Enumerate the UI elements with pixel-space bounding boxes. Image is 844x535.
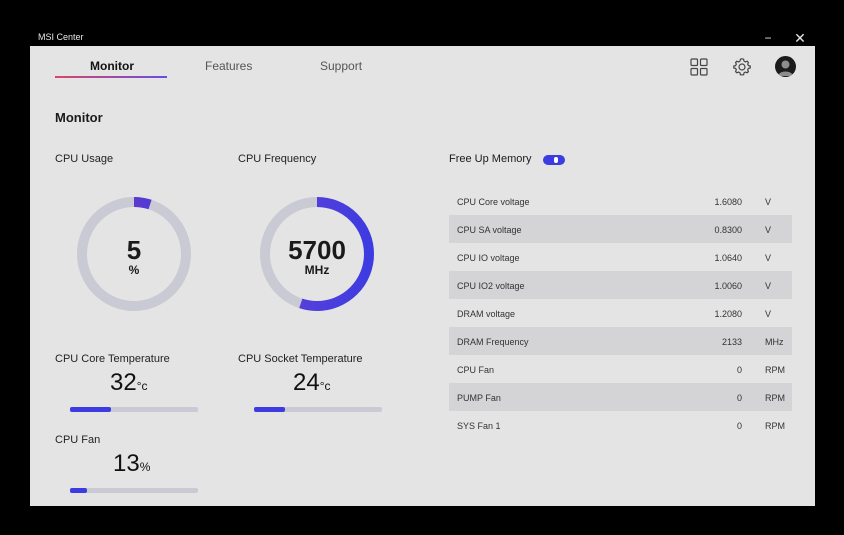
sensor-value: 0 xyxy=(736,393,742,403)
sensor-value: 1.2080 xyxy=(714,309,742,319)
cpu-fan-value: 13% xyxy=(113,450,150,478)
sensor-name: CPU Core voltage xyxy=(457,197,530,207)
sensor-value: 0 xyxy=(736,365,742,375)
cpu-core-temp-number: 32 xyxy=(110,369,137,396)
sensor-value: 1.6080 xyxy=(714,197,742,207)
cpu-frequency-value: 5700 xyxy=(288,235,346,265)
sensor-unit: RPM xyxy=(765,393,785,403)
table-row: PUMP Fan 0 RPM xyxy=(449,383,792,411)
page-title: Monitor xyxy=(55,110,103,125)
sensor-value: 1.0060 xyxy=(714,281,742,291)
sensor-unit: V xyxy=(765,281,772,291)
sensor-name: DRAM Frequency xyxy=(457,337,529,347)
table-row: CPU IO voltage 1.0640 V xyxy=(449,243,792,271)
sensor-table: CPU Core voltage 1.6080 V CPU SA voltage 0.8… xyxy=(449,187,792,439)
cpu-usage-unit: % xyxy=(128,263,140,277)
cpu-frequency-unit: MHz xyxy=(304,263,330,277)
sensor-name: CPU SA voltage xyxy=(457,225,522,235)
app-title: MSI Center xyxy=(38,32,84,42)
sensor-unit: V xyxy=(765,253,772,263)
cpu-core-temp-label: CPU Core Temperature xyxy=(55,353,170,365)
sensor-value: 1.0640 xyxy=(714,253,742,263)
free-up-memory-label: Free Up Memory xyxy=(449,153,532,165)
title-bar: MSI Center − ✕ xyxy=(30,28,815,46)
sensor-name: DRAM voltage xyxy=(457,309,516,319)
table-row: DRAM Frequency 2133 MHz xyxy=(449,327,792,355)
avatar[interactable] xyxy=(775,56,796,77)
active-tab-indicator xyxy=(55,76,167,78)
cpu-fan-fill xyxy=(70,488,87,493)
sensor-name: SYS Fan 1 xyxy=(457,421,501,431)
cpu-socket-temp-value: 24°c xyxy=(293,369,331,397)
sensor-unit: V xyxy=(765,309,772,319)
minimize-button[interactable]: − xyxy=(764,31,772,45)
cpu-fan-bar xyxy=(70,488,198,493)
cpu-frequency-gauge xyxy=(260,197,374,311)
sensor-unit: RPM xyxy=(765,365,785,375)
cpu-core-temp-value: 32°c xyxy=(110,369,148,397)
sensor-name: CPU IO2 voltage xyxy=(457,281,525,291)
table-row: DRAM voltage 1.2080 V xyxy=(449,299,792,327)
sensor-value: 0.8300 xyxy=(714,225,742,235)
cpu-usage-label: CPU Usage xyxy=(55,153,114,165)
cpu-core-temp-bar xyxy=(70,407,198,412)
free-up-memory-toggle[interactable] xyxy=(543,155,565,165)
cpu-fan-label: CPU Fan xyxy=(55,434,101,446)
sensor-unit: V xyxy=(765,197,772,207)
cpu-fan-unit: % xyxy=(139,460,151,474)
gear-icon[interactable] xyxy=(732,57,752,77)
cpu-core-temp-unit: °c xyxy=(136,379,148,393)
cpu-core-temp-fill xyxy=(70,407,111,412)
table-row: CPU Core voltage 1.6080 V xyxy=(449,187,792,215)
cpu-usage-arc xyxy=(77,197,191,311)
user-icon xyxy=(778,60,793,76)
sensor-name: PUMP Fan xyxy=(457,393,501,403)
cpu-socket-temp-label: CPU Socket Temperature xyxy=(238,353,363,365)
close-button[interactable]: ✕ xyxy=(794,30,806,46)
main-window: Monitor Features Support Monitor CPU Usa… xyxy=(30,46,815,506)
cpu-frequency-arc xyxy=(260,197,374,311)
grid-icon[interactable] xyxy=(689,57,709,77)
cpu-socket-temp-unit: °c xyxy=(319,379,331,393)
tab-monitor[interactable]: Monitor xyxy=(90,59,134,73)
cpu-socket-temp-fill xyxy=(254,407,285,412)
cpu-socket-temp-number: 24 xyxy=(293,369,320,396)
cpu-fan-number: 13 xyxy=(113,450,140,477)
sensor-value: 2133 xyxy=(721,337,742,347)
cpu-usage-gauge xyxy=(77,197,191,311)
sensor-name: CPU IO voltage xyxy=(457,253,520,263)
cpu-usage-value: 5 xyxy=(126,235,142,265)
sensor-unit: V xyxy=(765,225,772,235)
sensor-unit: RPM xyxy=(765,421,785,431)
table-row: SYS Fan 1 0 RPM xyxy=(449,411,792,439)
table-row: CPU Fan 0 RPM xyxy=(449,355,792,383)
sensor-name: CPU Fan xyxy=(457,365,495,375)
table-row: CPU IO2 voltage 1.0060 V xyxy=(449,271,792,299)
sensor-unit: MHz xyxy=(765,337,784,347)
table-row: CPU SA voltage 0.8300 V xyxy=(449,215,792,243)
cpu-socket-temp-bar xyxy=(254,407,382,412)
sensor-value: 0 xyxy=(736,421,742,431)
toggle-knob xyxy=(554,157,558,163)
tab-features[interactable]: Features xyxy=(205,59,253,73)
cpu-frequency-label: CPU Frequency xyxy=(238,153,317,165)
tab-support[interactable]: Support xyxy=(320,59,363,73)
